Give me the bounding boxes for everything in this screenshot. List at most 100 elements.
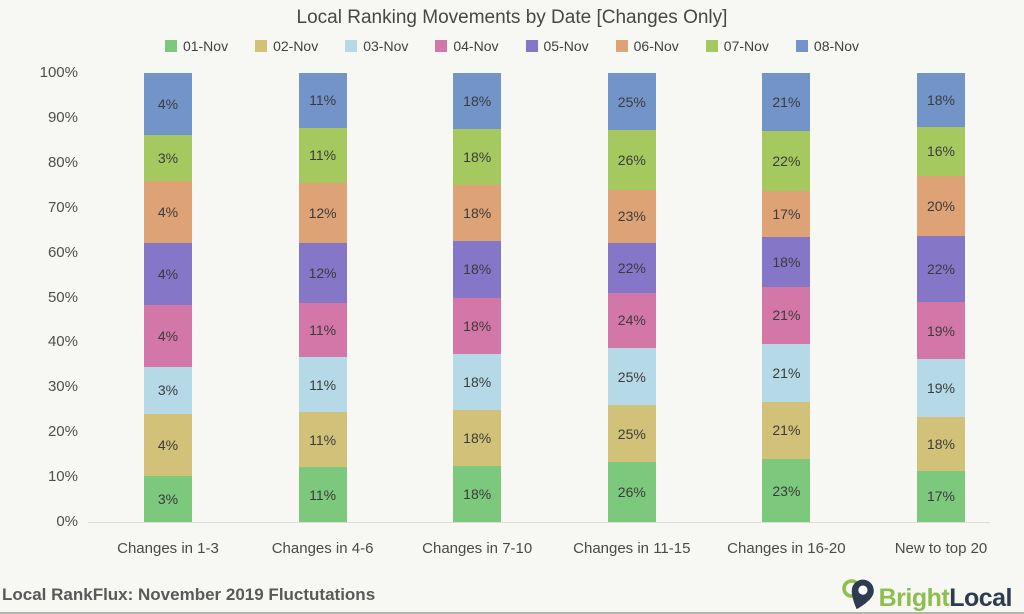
bar-segment-02-nov: 18% <box>917 416 965 471</box>
bar-segment-07-nov: 18% <box>453 129 502 186</box>
legend-item-02-nov: 02-Nov <box>255 38 318 54</box>
bar-changes-in-7-10: 18% 18% 18% 18% 18% 18% 18% 18% <box>453 73 502 522</box>
bar-segment-01-nov: 23% <box>762 459 811 522</box>
segment-value-label: 21% <box>772 93 801 110</box>
segment-value-label: 11% <box>309 431 337 448</box>
legend-item-01-nov: 01-Nov <box>164 38 229 54</box>
bar-segment-06-nov: 17% <box>762 190 811 238</box>
legend-label: 01-Nov <box>182 38 229 54</box>
y-axis-tick-label: 50% <box>47 288 78 306</box>
bar-segment-01-nov: 18% <box>453 465 502 522</box>
segment-value-label: 26% <box>617 484 646 501</box>
legend-swatch-icon <box>255 40 268 52</box>
bar-segment-06-nov: 12% <box>298 182 347 243</box>
map-pin-icon <box>841 577 877 614</box>
segment-value-label: 21% <box>772 422 801 439</box>
segment-value-label: 16% <box>926 143 956 160</box>
segment-value-label: 25% <box>617 93 646 110</box>
bar-segment-02-nov: 18% <box>453 409 502 466</box>
bar-segment-07-nov: 16% <box>917 127 965 176</box>
bar-segment-06-nov: 23% <box>607 189 656 243</box>
segment-value-label: 11% <box>309 147 337 164</box>
bar-segment-02-nov: 4% <box>144 413 192 476</box>
segment-value-label: 19% <box>926 322 956 339</box>
segment-value-label: 22% <box>926 260 956 277</box>
bar-segment-08-nov: 11% <box>298 73 347 128</box>
segment-value-label: 4% <box>157 328 179 345</box>
bar-segment-07-nov: 11% <box>298 127 347 183</box>
bar-segment-04-nov: 21% <box>762 286 811 345</box>
logo-text-bright: Bright <box>878 583 950 612</box>
segment-value-label: 18% <box>463 373 492 390</box>
legend-swatch-icon <box>615 40 628 52</box>
y-axis-tick-label: 100% <box>39 64 78 81</box>
x-axis-category-label: Changes in 7-10 <box>422 540 533 557</box>
bar-segment-01-nov: 11% <box>298 467 347 522</box>
segment-value-label: 12% <box>308 204 337 221</box>
segment-value-label: 18% <box>463 317 492 334</box>
bar-segment-03-nov: 18% <box>453 353 502 410</box>
x-axis-category-label: New to top 20 <box>894 540 988 557</box>
segment-value-label: 24% <box>617 312 646 329</box>
legend-swatch-icon <box>164 40 177 52</box>
segment-value-label: 18% <box>772 253 801 270</box>
segment-value-label: 20% <box>926 197 956 214</box>
bar-segment-08-nov: 25% <box>607 73 656 131</box>
legend-item-04-nov: 04-Nov <box>435 38 499 54</box>
bar-segment-07-nov: 22% <box>762 130 811 191</box>
segment-value-label: 4% <box>157 96 179 113</box>
brightlocal-logo: Bright Local <box>841 577 1012 614</box>
bar-changes-in-1-3: 3% 4% 3% 4% 4% 4% 3% 4% <box>144 73 192 522</box>
segment-value-label: 11% <box>309 486 337 503</box>
bar-segment-04-nov: 19% <box>917 302 965 360</box>
bar-segment-08-nov: 18% <box>917 73 965 128</box>
y-axis-tick-label: 0% <box>56 513 78 530</box>
bar-segment-05-nov: 12% <box>298 242 347 303</box>
y-axis-tick-label: 70% <box>47 198 78 216</box>
segment-value-label: 18% <box>463 93 492 110</box>
legend-label: 02-Nov <box>273 38 319 54</box>
bar-segment-05-nov: 22% <box>607 242 656 293</box>
bar-segment-08-nov: 4% <box>144 73 192 135</box>
legend-label: 06-Nov <box>633 38 679 54</box>
legend-swatch-icon <box>795 40 808 52</box>
bar-segment-04-nov: 11% <box>298 302 347 358</box>
segment-value-label: 12% <box>308 264 337 281</box>
y-axis-tick-label: 60% <box>47 243 78 261</box>
bar-segment-08-nov: 21% <box>762 73 811 131</box>
legend-label: 03-Nov <box>363 38 409 54</box>
bar-segment-03-nov: 11% <box>298 357 347 413</box>
segment-value-label: 3% <box>157 490 179 507</box>
segment-value-label: 11% <box>309 321 337 338</box>
segment-value-label: 17% <box>926 488 956 505</box>
x-axis-baseline <box>88 522 990 523</box>
segment-value-label: 19% <box>926 379 956 396</box>
x-axis-category-label: Changes in 16-20 <box>727 540 846 557</box>
segment-value-label: 21% <box>772 364 801 381</box>
bar-segment-04-nov: 4% <box>144 305 192 368</box>
y-axis-tick-label: 40% <box>47 333 78 351</box>
legend-swatch-icon <box>525 40 538 52</box>
legend-item-05-nov: 05-Nov <box>525 38 589 54</box>
segment-value-label: 18% <box>463 149 492 166</box>
bar-changes-in-4-6: 11% 11% 11% 11% 12% 12% 11% 11% <box>298 73 347 522</box>
bar-segment-03-nov: 3% <box>144 367 192 414</box>
segment-value-label: 21% <box>772 307 801 324</box>
segment-value-label: 23% <box>772 482 801 499</box>
segment-value-label: 11% <box>309 92 337 109</box>
legend-swatch-icon <box>435 40 448 52</box>
x-axis-category-label: Changes in 11-15 <box>573 540 691 557</box>
segment-value-label: 3% <box>157 150 179 167</box>
segment-value-label: 18% <box>463 261 492 278</box>
footer-caption: Local RankFlux: November 2019 Fluctutati… <box>2 585 376 604</box>
legend-swatch-icon <box>345 40 358 52</box>
segment-value-label: 3% <box>157 382 179 399</box>
bar-segment-01-nov: 26% <box>607 462 656 522</box>
bar-segment-01-nov: 3% <box>144 475 192 522</box>
bar-segment-05-nov: 4% <box>144 243 192 306</box>
bottom-border <box>0 612 1024 614</box>
segment-value-label: 18% <box>463 429 492 446</box>
bar-segment-06-nov: 20% <box>917 175 965 236</box>
bar-segment-02-nov: 11% <box>298 412 347 468</box>
